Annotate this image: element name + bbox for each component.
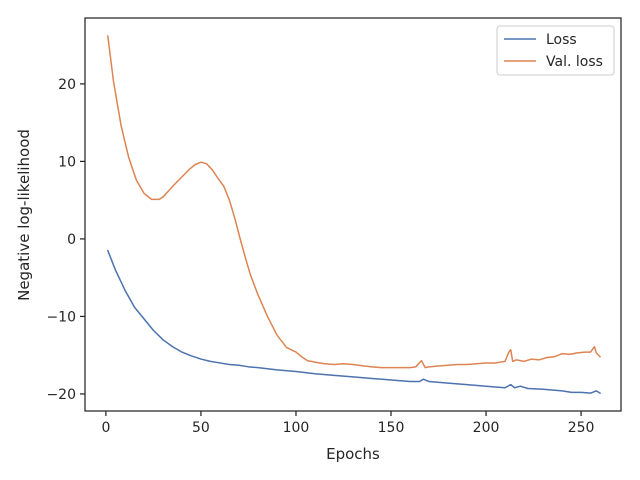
x-tick-label: 50 (192, 420, 210, 436)
y-tick-label: −10 (46, 309, 76, 325)
x-tick-label: 100 (283, 420, 310, 436)
x-axis-label: Epochs (326, 445, 380, 463)
legend-label: Loss (546, 32, 577, 48)
x-tick-label: 200 (473, 420, 500, 436)
y-tick-label: 10 (58, 154, 76, 170)
y-axis-label: Negative log-likelihood (15, 129, 33, 301)
legend-label: Val. loss (546, 54, 603, 70)
plot-frame (84, 17, 622, 412)
series-line-val-loss (107, 35, 601, 369)
plot-series-layer (107, 35, 601, 394)
y-tick-label: 0 (67, 232, 76, 248)
x-axis: 0 50 100 150 200 250 (101, 411, 594, 436)
x-tick-label: 0 (101, 420, 110, 436)
x-tick-label: 250 (568, 420, 595, 436)
y-tick-label: 20 (58, 77, 76, 93)
y-axis: −20 −10 0 10 20 (46, 77, 85, 403)
plot-background (85, 18, 621, 411)
series-line-loss (107, 249, 601, 394)
x-tick-label: 150 (378, 420, 405, 436)
legend: Loss Val. loss (496, 25, 615, 76)
y-tick-label: −20 (46, 387, 76, 403)
